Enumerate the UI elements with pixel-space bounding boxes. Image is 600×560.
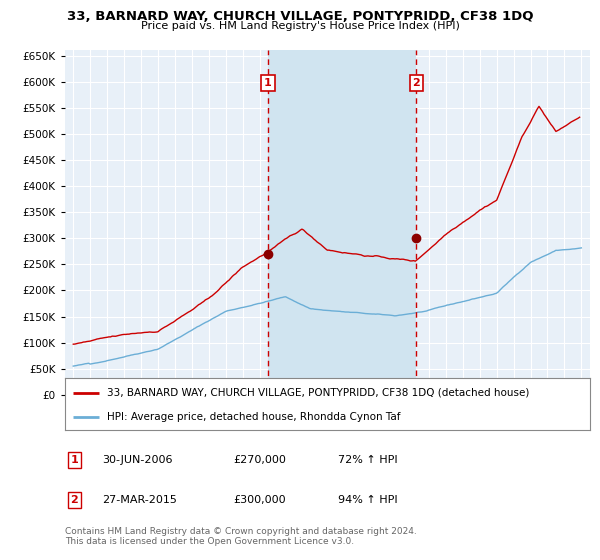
Text: Price paid vs. HM Land Registry's House Price Index (HPI): Price paid vs. HM Land Registry's House …	[140, 21, 460, 31]
Text: 2: 2	[71, 495, 79, 505]
Text: 1: 1	[264, 78, 272, 88]
Text: £300,000: £300,000	[233, 495, 286, 505]
Text: 72% ↑ HPI: 72% ↑ HPI	[338, 455, 398, 465]
Text: HPI: Average price, detached house, Rhondda Cynon Taf: HPI: Average price, detached house, Rhon…	[107, 412, 401, 422]
Text: £270,000: £270,000	[233, 455, 286, 465]
Text: 2: 2	[412, 78, 420, 88]
Text: Contains HM Land Registry data © Crown copyright and database right 2024.
This d: Contains HM Land Registry data © Crown c…	[65, 527, 417, 547]
Text: 27-MAR-2015: 27-MAR-2015	[102, 495, 176, 505]
Text: 1: 1	[71, 455, 79, 465]
Text: 94% ↑ HPI: 94% ↑ HPI	[338, 495, 398, 505]
Text: 33, BARNARD WAY, CHURCH VILLAGE, PONTYPRIDD, CF38 1DQ (detached house): 33, BARNARD WAY, CHURCH VILLAGE, PONTYPR…	[107, 388, 529, 398]
Text: 30-JUN-2006: 30-JUN-2006	[102, 455, 172, 465]
Text: 33, BARNARD WAY, CHURCH VILLAGE, PONTYPRIDD, CF38 1DQ: 33, BARNARD WAY, CHURCH VILLAGE, PONTYPR…	[67, 10, 533, 23]
Bar	[268, 50, 416, 395]
